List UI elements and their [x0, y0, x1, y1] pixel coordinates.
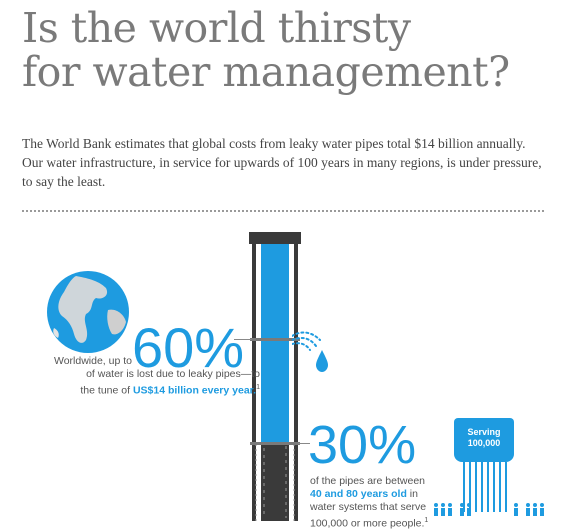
- globe-icon: [47, 271, 129, 353]
- stat-30-line3: water systems that serve: [310, 501, 427, 513]
- pipe-top-cap: [249, 232, 301, 244]
- stat-60-line3-a: the tune of: [80, 384, 133, 397]
- stat-30-highlight: 40 and 80 years old: [310, 488, 407, 500]
- stat-30-line1: of the pipes are between: [310, 475, 425, 487]
- stat-30-value: 30%: [308, 415, 417, 475]
- intro-paragraph: The World Bank estimates that global cos…: [22, 136, 542, 189]
- stat-30-line4-text: 100,000 or more people.: [310, 517, 425, 530]
- stat-30-line2: 40 and 80 years old in: [310, 488, 460, 501]
- tower-label-1: Serving: [467, 427, 501, 437]
- stat-60-line2: of water is lost due to leaky pipes—to: [86, 368, 260, 380]
- page-title: Is the world thirsty for water managemen…: [22, 6, 510, 94]
- stat-60-footnote: 1: [256, 384, 260, 391]
- tower-label-2: 100,000: [467, 438, 501, 448]
- stat-60-line3: the tune of US$14 billion every year.1: [40, 381, 260, 398]
- title-line-1: Is the world thirsty: [22, 4, 411, 52]
- pipe-water-clean: [261, 244, 289, 444]
- stat-60-value: 60%: [132, 316, 245, 379]
- title-line-2: for water management?: [22, 48, 510, 96]
- connector-line-60: [234, 339, 252, 340]
- stat-60-pre: Worldwide, up to: [53, 355, 132, 367]
- pipe-corroded-section: [261, 444, 289, 521]
- stat-60-description: of water is lost due to leaky pipes—to t…: [40, 368, 260, 398]
- stat-30-line2-b: in: [406, 488, 418, 500]
- water-tower-legs: [463, 462, 507, 512]
- pipe-joint-lower: [250, 442, 300, 445]
- water-drop-icon: [292, 331, 328, 372]
- water-tower-icon: Serving 100,000: [454, 418, 514, 462]
- pipe-joint-upper: [250, 338, 300, 341]
- pipe-corrosion-texture: [255, 444, 295, 521]
- connector-line-30: [298, 443, 310, 444]
- stat-60-highlight: US$14 billion every year.: [132, 384, 257, 397]
- people-icon: [434, 503, 544, 516]
- dotted-divider: [22, 210, 544, 212]
